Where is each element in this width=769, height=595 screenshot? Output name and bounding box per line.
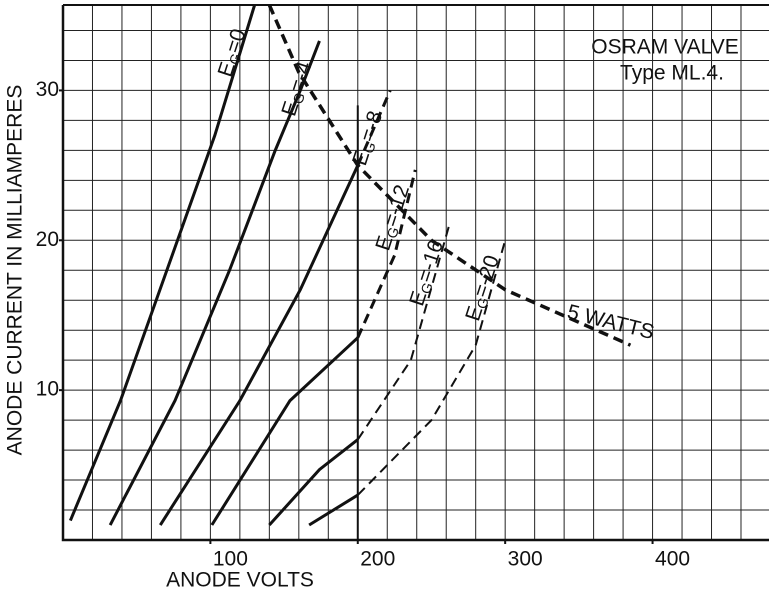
- curve: [267, 4, 632, 347]
- curve: [210, 336, 359, 526]
- curve-label: EG=0: [213, 26, 251, 80]
- curve-label-part: G: [383, 225, 402, 240]
- curve-label-part: =-8: [355, 108, 386, 145]
- curve: [268, 438, 359, 527]
- y-axis-label: ANODE CURRENT IN MILLIAMPERES: [4, 85, 27, 456]
- curve-label-part: E: [461, 303, 487, 323]
- curve-label: EG=-20: [461, 252, 505, 324]
- x-axis-label: ANODE VOLTS: [166, 569, 314, 592]
- y-tick-label: 20: [36, 228, 59, 251]
- y-tick-label: 30: [36, 78, 59, 101]
- curve: [68, 4, 257, 522]
- curve-label-part: =-16: [413, 237, 448, 285]
- chart-subtitle: Type ML.4.: [620, 62, 724, 85]
- curve-label-part: G: [473, 295, 492, 310]
- chart-title: OSRAM VALVE: [591, 36, 738, 59]
- curve: [357, 240, 507, 496]
- curve-label-part: E: [371, 233, 397, 253]
- curve-label-part: G: [360, 140, 379, 155]
- curve-label: EG=-16: [405, 237, 449, 309]
- curve-label-part: G: [289, 91, 308, 106]
- curve: [308, 493, 359, 527]
- curve-label-part: E: [277, 98, 303, 118]
- curve-label-part: E: [405, 288, 431, 308]
- curve-label-part: =-12: [379, 182, 414, 230]
- curve-label-part: G: [225, 51, 244, 66]
- y-tick-label: 10: [36, 378, 59, 401]
- x-tick-label: 200: [360, 548, 395, 571]
- curve-label: 5 WATTS: [565, 300, 657, 344]
- curve-label-part: G: [417, 280, 436, 295]
- plot-frame: [61, 5, 769, 542]
- x-tick-label: 300: [508, 548, 543, 571]
- curve: [159, 164, 360, 526]
- curve: [356, 169, 417, 339]
- curve-label-part: E: [348, 148, 374, 168]
- curve-label-part: E: [213, 59, 239, 79]
- x-tick-label: 100: [213, 548, 248, 571]
- curve-label: EG=-4: [277, 58, 317, 119]
- curve: [356, 89, 392, 166]
- x-tick-label: 400: [655, 548, 690, 571]
